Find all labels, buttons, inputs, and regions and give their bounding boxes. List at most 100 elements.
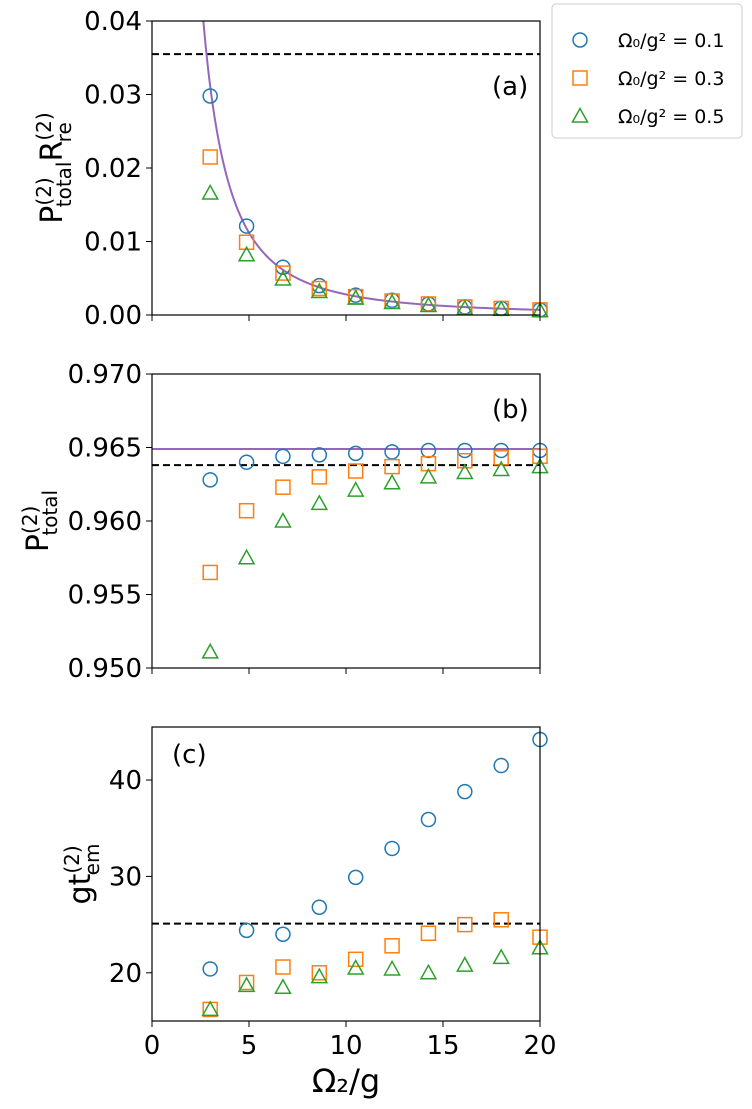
- y-tick-label: 0.955: [68, 581, 142, 611]
- panel-b-frame: [151, 373, 541, 669]
- data-point: [202, 149, 218, 165]
- legend-marker: [572, 70, 588, 86]
- data-point: [457, 916, 473, 933]
- data-point: [346, 289, 365, 305]
- series-1: [202, 731, 548, 977]
- theory-curve: [202, 21, 540, 311]
- panel-c-ylabel: gt(2)em: [60, 844, 104, 905]
- series-1: [202, 88, 548, 318]
- data-point: [384, 458, 400, 475]
- data-point: [420, 442, 437, 459]
- data-point: [238, 974, 255, 991]
- data-point: [384, 938, 400, 954]
- data-point: [383, 473, 401, 490]
- legend-marker: [571, 106, 589, 123]
- panel-b-ylabel: P(2)total: [18, 490, 62, 552]
- panel-c-label: (c): [172, 740, 207, 770]
- data-point: [493, 912, 509, 928]
- y-tick-label: 20: [109, 959, 142, 989]
- data-point: [311, 447, 328, 463]
- data-point: [275, 448, 291, 465]
- series-2: [202, 149, 548, 318]
- data-point: [238, 218, 255, 234]
- data-point: [347, 445, 364, 462]
- data-point: [274, 269, 292, 286]
- data-point: [311, 899, 328, 916]
- data-point: [202, 88, 218, 104]
- legend-box: [551, 3, 743, 139]
- data-point: [493, 450, 509, 466]
- data-point: [310, 282, 329, 299]
- series-2: [202, 448, 548, 581]
- y-tick-label: 0.970: [68, 360, 142, 390]
- panel-b-axes: 0.950 0.955 0.960 0.965 0.970: [68, 360, 541, 684]
- data-point: [492, 460, 510, 477]
- x-tick-label: 15: [426, 1031, 459, 1061]
- panel-a-ylabel: P(2)totalR(2)re: [32, 112, 76, 223]
- x-tick-label: 5: [241, 1031, 258, 1061]
- y-tick-label: 0.02: [84, 154, 142, 184]
- series-3: [201, 938, 549, 1017]
- y-tick-label: 0.00: [84, 301, 142, 331]
- data-point: [419, 467, 438, 484]
- y-tick-label: 0.04: [84, 7, 142, 37]
- data-point: [419, 296, 438, 313]
- data-point: [238, 454, 255, 470]
- data-point: [419, 963, 438, 980]
- data-point: [457, 783, 473, 800]
- legend-items: Ω₀/g² = 0.1 Ω₀/g² = 0.3 Ω₀/g² = 0.5: [571, 30, 724, 128]
- data-point: [383, 293, 401, 310]
- data-point: [275, 265, 291, 281]
- data-point: [420, 925, 437, 942]
- x-tick-label: 10: [329, 1031, 362, 1061]
- data-point: [202, 472, 218, 488]
- data-point: [493, 757, 509, 774]
- legend-label: Ω₀/g² = 0.1: [618, 30, 724, 52]
- x-tick-label: 20: [523, 1031, 556, 1061]
- y-tick-label: 30: [109, 862, 142, 892]
- data-point: [274, 511, 292, 528]
- data-point: [420, 811, 437, 828]
- data-point: [311, 965, 328, 981]
- y-tick-label: 0.950: [68, 654, 142, 684]
- data-point: [384, 840, 400, 857]
- data-point: [492, 948, 510, 965]
- data-point: [310, 967, 329, 984]
- data-point: [237, 976, 256, 993]
- legend-marker: [572, 32, 588, 48]
- y-tick-label: 0.960: [68, 507, 142, 537]
- data-point: [275, 479, 291, 495]
- panel-b-marks: [152, 442, 549, 659]
- y-tick-label: 0.01: [84, 228, 142, 258]
- data-point: [456, 299, 474, 316]
- panel-b-label: (b): [492, 395, 529, 425]
- panel-c-frame: [151, 726, 541, 1022]
- legend-label: Ω₀/g² = 0.5: [618, 106, 724, 128]
- x-axis-label: Ω₂/g: [312, 1062, 380, 1100]
- data-point: [201, 642, 219, 659]
- data-point: [238, 502, 255, 519]
- data-point: [457, 442, 473, 459]
- data-point: [347, 951, 364, 968]
- data-point: [275, 926, 291, 942]
- y-tick-label: 0.03: [84, 81, 142, 111]
- panel-c: 0 5 10 15 20 20 30 40 (c) gt(2)em: [60, 726, 557, 1061]
- data-point: [237, 548, 256, 565]
- x-tick-label: 0: [144, 1031, 161, 1061]
- data-point: [384, 444, 400, 460]
- legend-item: Ω₀/g² = 0.5: [571, 106, 724, 128]
- data-point: [202, 961, 218, 977]
- y-tick-label: 0.965: [68, 434, 142, 464]
- data-point: [238, 234, 255, 250]
- panel-a: 0.00 0.01 0.02 0.03 0.04 (a) P(2)totalR(2)re: [32, 7, 549, 331]
- legend: Ω₀/g² = 0.1 Ω₀/g² = 0.3 Ω₀/g² = 0.5: [551, 3, 743, 139]
- data-point: [346, 958, 365, 975]
- data-point: [310, 494, 329, 511]
- panel-a-axes: 0.00 0.01 0.02 0.03 0.04: [84, 7, 541, 331]
- data-point: [274, 978, 292, 995]
- legend-item: Ω₀/g² = 0.1: [572, 30, 724, 52]
- panel-c-axes: 0 5 10 15 20 20 30 40: [109, 766, 557, 1061]
- panel-a-frame: [151, 20, 541, 316]
- panel-c-marks: [152, 731, 549, 1018]
